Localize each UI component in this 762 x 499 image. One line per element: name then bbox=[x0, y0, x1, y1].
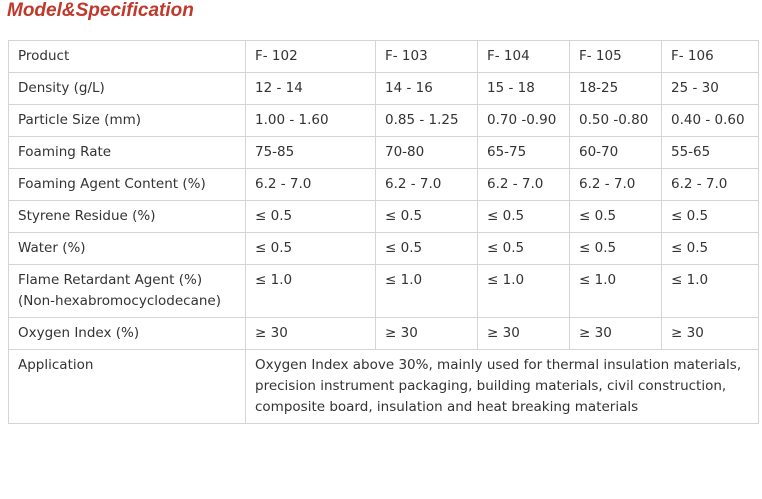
header-cell: F- 104 bbox=[477, 40, 570, 73]
spec-cell: 6.2 - 7.0 bbox=[661, 168, 759, 201]
spec-cell: ≤ 1.0 bbox=[477, 264, 570, 318]
spec-row: Particle Size (mm) 1.00 - 1.60 0.85 - 1.25… bbox=[8, 104, 759, 137]
spec-cell: ≤ 1.0 bbox=[661, 264, 759, 318]
spec-cell: ≤ 0.5 bbox=[661, 200, 759, 233]
spec-cell: 6.2 - 7.0 bbox=[569, 168, 662, 201]
row-label: Application bbox=[8, 349, 246, 424]
spec-cell: 14 - 16 bbox=[375, 72, 478, 105]
spec-cell: ≤ 1.0 bbox=[569, 264, 662, 318]
row-label: Density (g/L) bbox=[8, 72, 246, 105]
header-cell: F- 105 bbox=[569, 40, 662, 73]
spec-cell: ≤ 0.5 bbox=[477, 232, 570, 265]
row-label: Oxygen Index (%) bbox=[8, 317, 246, 350]
row-label: Flame Retardant Agent (%) (Non-hexabromo… bbox=[8, 264, 246, 318]
spec-cell: 0.70 -0.90 bbox=[477, 104, 570, 137]
spec-row: Foaming Agent Content (%) 6.2 - 7.0 6.2 - … bbox=[8, 168, 759, 201]
spec-cell: 15 - 18 bbox=[477, 72, 570, 105]
row-label: Water (%) bbox=[8, 232, 246, 265]
spec-cell: 12 - 14 bbox=[245, 72, 376, 105]
spec-cell: ≤ 1.0 bbox=[245, 264, 376, 318]
spec-cell: 18-25 bbox=[569, 72, 662, 105]
row-label: Foaming Agent Content (%) bbox=[8, 168, 246, 201]
spec-cell: 60-70 bbox=[569, 136, 662, 169]
spec-cell: 70-80 bbox=[375, 136, 478, 169]
spec-row: Styrene Residue (%) ≤ 0.5 ≤ 0.5 ≤ 0.5 ≤ 0.5 ≤… bbox=[8, 200, 759, 233]
spec-table: Product F- 102 F- 103 F- 104 F- 105 F- 106 Den… bbox=[8, 40, 759, 424]
spec-row: Water (%) ≤ 0.5 ≤ 0.5 ≤ 0.5 ≤ 0.5 ≤ 0.5 bbox=[8, 232, 759, 265]
spec-cell: ≤ 0.5 bbox=[477, 200, 570, 233]
spec-cell: 75-85 bbox=[245, 136, 376, 169]
spec-cell: ≥ 30 bbox=[661, 317, 759, 350]
row-label: Styrene Residue (%) bbox=[8, 200, 246, 233]
header-cell: F- 102 bbox=[245, 40, 376, 73]
spec-cell: ≤ 1.0 bbox=[375, 264, 478, 318]
row-label: Product bbox=[8, 40, 246, 73]
spec-row: Density (g/L) 12 - 14 14 - 16 15 - 18 18-25 2… bbox=[8, 72, 759, 105]
row-label: Particle Size (mm) bbox=[8, 104, 246, 137]
spec-cell: 0.50 -0.80 bbox=[569, 104, 662, 137]
spec-cell: ≥ 30 bbox=[569, 317, 662, 350]
spec-cell: ≥ 30 bbox=[477, 317, 570, 350]
spec-row: Oxygen Index (%) ≥ 30 ≥ 30 ≥ 30 ≥ 30 ≥ 30 bbox=[8, 317, 759, 350]
header-row: Product F- 102 F- 103 F- 104 F- 105 F- 106 bbox=[8, 40, 759, 73]
spec-cell: 6.2 - 7.0 bbox=[477, 168, 570, 201]
spec-cell: ≤ 0.5 bbox=[245, 232, 376, 265]
spec-cell: 6.2 - 7.0 bbox=[375, 168, 478, 201]
spec-cell: ≤ 0.5 bbox=[569, 232, 662, 265]
spec-cell: 0.85 - 1.25 bbox=[375, 104, 478, 137]
row-label: Foaming Rate bbox=[8, 136, 246, 169]
spec-cell: ≥ 30 bbox=[375, 317, 478, 350]
spec-cell: ≤ 0.5 bbox=[375, 200, 478, 233]
application-row: Application Oxygen Index above 30%, mainl… bbox=[8, 349, 759, 424]
spec-cell: ≤ 0.5 bbox=[375, 232, 478, 265]
spec-row: Flame Retardant Agent (%) (Non-hexabromo… bbox=[8, 264, 759, 318]
spec-cell: 25 - 30 bbox=[661, 72, 759, 105]
spec-cell: 65-75 bbox=[477, 136, 570, 169]
application-text: Oxygen Index above 30%, mainly used for … bbox=[245, 349, 759, 424]
header-cell: F- 106 bbox=[661, 40, 759, 73]
title: Model&Specification bbox=[7, 0, 194, 21]
spec-cell: ≤ 0.5 bbox=[245, 200, 376, 233]
spec-cell: ≤ 0.5 bbox=[661, 232, 759, 265]
spec-cell: 1.00 - 1.60 bbox=[245, 104, 376, 137]
spec-row: Foaming Rate 75-85 70-80 65-75 60-70 55-65 bbox=[8, 136, 759, 169]
header-cell: F- 103 bbox=[375, 40, 478, 73]
spec-cell: 6.2 - 7.0 bbox=[245, 168, 376, 201]
spec-cell: 0.40 - 0.60 bbox=[661, 104, 759, 137]
spec-cell: ≤ 0.5 bbox=[569, 200, 662, 233]
spec-cell: 55-65 bbox=[661, 136, 759, 169]
spec-cell: ≥ 30 bbox=[245, 317, 376, 350]
